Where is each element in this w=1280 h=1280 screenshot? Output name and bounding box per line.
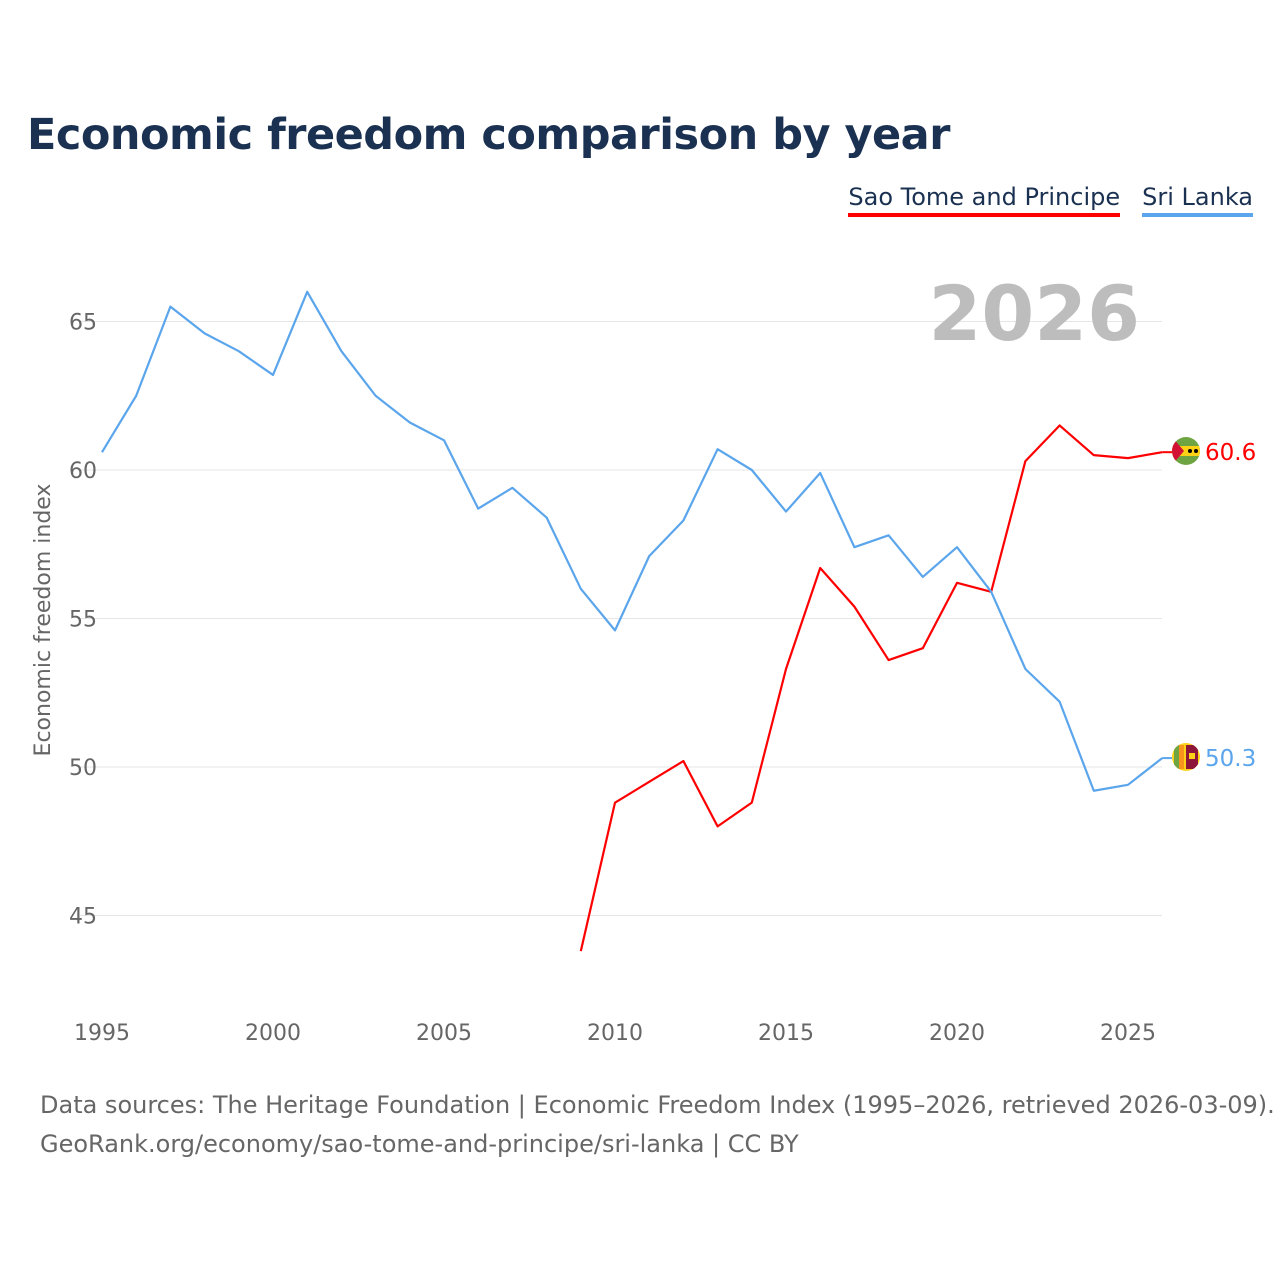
- source-link[interactable]: GeoRank.org/economy/sao-tome-and-princip…: [40, 1130, 799, 1158]
- year-watermark: 2026: [928, 269, 1140, 358]
- legend: Sao Tome and Principe Sri Lanka: [848, 183, 1253, 217]
- x-tick-label: 2000: [245, 1021, 301, 1046]
- y-tick-label: 50: [69, 756, 97, 781]
- legend-item-sri-lanka[interactable]: Sri Lanka: [1142, 183, 1253, 217]
- x-tick-label: 2015: [758, 1021, 814, 1046]
- series-line-0: [579, 424, 1163, 952]
- x-tick-label: 2010: [587, 1021, 643, 1046]
- y-tick-label: 45: [69, 905, 97, 930]
- end-value-label: 60.6: [1205, 440, 1256, 466]
- sao-tome-flag-icon: [1172, 437, 1200, 465]
- x-tick-label: 2005: [416, 1021, 472, 1046]
- sri-lanka-flag-icon: [1172, 743, 1200, 771]
- y-tick-label: 65: [69, 311, 97, 336]
- chart-title: Economic freedom comparison by year: [27, 110, 950, 160]
- x-tick-label: 1995: [74, 1021, 130, 1046]
- end-value-label: 50.3: [1205, 746, 1256, 772]
- source-note: Data sources: The Heritage Foundation | …: [40, 1086, 1275, 1164]
- y-axis-label: Economic freedom index: [31, 484, 56, 757]
- x-tick-label: 2025: [1100, 1021, 1156, 1046]
- source-line-1: Data sources: The Heritage Foundation | …: [40, 1091, 1275, 1119]
- y-tick-label: 55: [69, 608, 97, 633]
- series-line-1: [101, 290, 1163, 792]
- legend-item-sao-tome[interactable]: Sao Tome and Principe: [848, 183, 1121, 217]
- x-tick-label: 2020: [929, 1021, 985, 1046]
- y-tick-label: 60: [69, 459, 97, 484]
